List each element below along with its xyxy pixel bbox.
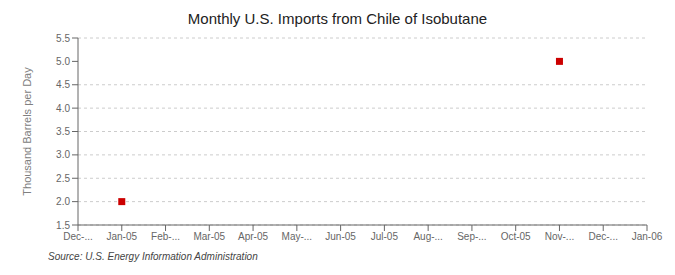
svg-text:Jan-06: Jan-06 (632, 231, 663, 242)
svg-text:Dec-...: Dec-... (589, 231, 618, 242)
svg-text:5.0: 5.0 (56, 56, 70, 67)
svg-text:Dec-...: Dec-... (63, 231, 92, 242)
svg-text:4.5: 4.5 (56, 79, 70, 90)
svg-text:3.0: 3.0 (56, 149, 70, 160)
html-text:Source: U.S. Energy Informatio: Source: U.S. Energy Information Administ… (48, 251, 258, 262)
svg-text:Feb-...: Feb-... (151, 231, 180, 242)
svg-text:Thousand Barrels per Day: Thousand Barrels per Day (21, 67, 33, 196)
svg-text:5.5: 5.5 (56, 33, 70, 44)
svg-text:Jul-05: Jul-05 (371, 231, 399, 242)
svg-text:Nov-...: Nov-... (545, 231, 574, 242)
svg-text:Oct-05: Oct-05 (501, 231, 531, 242)
html-text:Monthly U.S. Imports from Chil: Monthly U.S. Imports from Chile of Isobu… (187, 10, 488, 27)
svg-text:Aug-...: Aug-... (413, 231, 442, 242)
svg-text:2.5: 2.5 (56, 173, 70, 184)
svg-text:1.5: 1.5 (56, 220, 70, 231)
svg-text:Mar-05: Mar-05 (193, 231, 225, 242)
svg-text:3.5: 3.5 (56, 126, 70, 137)
svg-text:Jan-05: Jan-05 (106, 231, 137, 242)
svg-text:Apr-05: Apr-05 (238, 231, 268, 242)
svg-text:4.0: 4.0 (56, 103, 70, 114)
svg-text:May-...: May-... (282, 231, 313, 242)
svg-text:Jun-05: Jun-05 (325, 231, 356, 242)
svg-text:2.0: 2.0 (56, 196, 70, 207)
svg-text:Sep-...: Sep-... (457, 231, 486, 242)
